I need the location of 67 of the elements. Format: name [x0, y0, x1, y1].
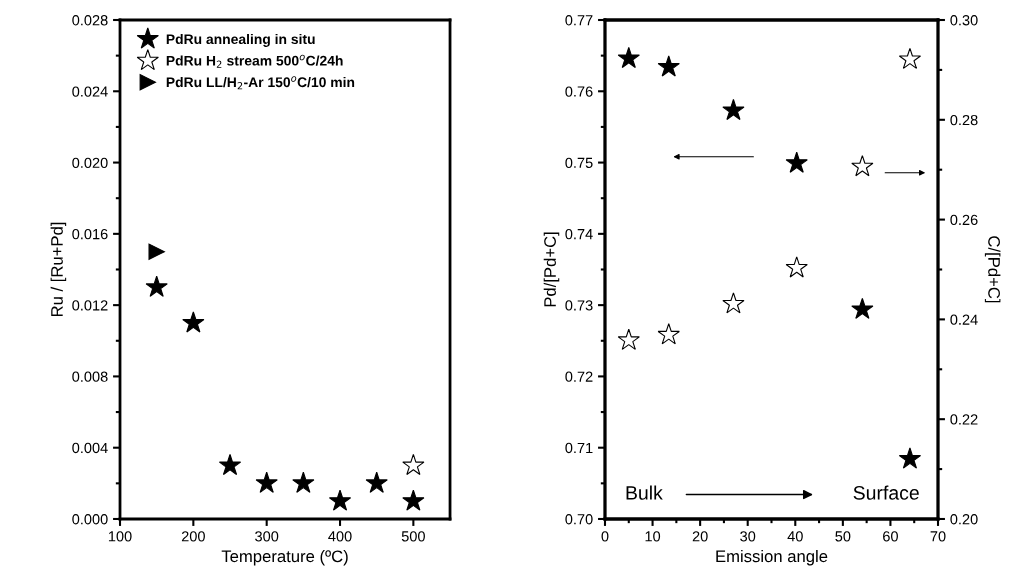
- x-tick-label: 200: [181, 531, 205, 542]
- x-tick-label: 30: [740, 531, 756, 542]
- point: [255, 471, 278, 493]
- point: [145, 275, 168, 297]
- point: [657, 323, 680, 345]
- point: [898, 47, 922, 69]
- x-tick-label: 500: [401, 531, 425, 542]
- point: [722, 98, 745, 121]
- legend-label: PdRu annealing in situ: [166, 33, 315, 47]
- y-tick-label: 0.028: [72, 15, 108, 26]
- x-tick-label: 300: [255, 531, 279, 542]
- y2-tick-label: 0.20: [950, 514, 978, 525]
- point: [218, 453, 242, 476]
- x-axis-title: Temperature (ºC): [221, 549, 348, 566]
- y-tick-label: 0.76: [565, 86, 593, 97]
- y2-tick-label: 0.28: [950, 114, 978, 126]
- y-tick-label: 0.74: [565, 228, 593, 240]
- y2-tick-label: 0.26: [950, 214, 978, 226]
- point: [148, 243, 165, 260]
- x-tick-label: 50: [835, 531, 851, 542]
- annotation: Bulk: [626, 485, 663, 500]
- point: [328, 489, 352, 511]
- point: [657, 55, 680, 77]
- point: [617, 328, 640, 350]
- point: [722, 292, 745, 314]
- point: [365, 471, 388, 493]
- y-tick-label: 0.024: [72, 86, 108, 97]
- point: [898, 447, 922, 469]
- x-tick-label: 0: [601, 531, 609, 542]
- legend-label: PdRu LL/H$_{2}$-Ar 150$^{o}$C/10 min: [166, 76, 355, 90]
- y-tick-label: 0.70: [565, 514, 593, 525]
- x-tick-label: 70: [930, 531, 946, 542]
- x-tick-label: 40: [787, 531, 803, 542]
- point: [402, 489, 425, 511]
- y-tick-label: 0.004: [72, 442, 108, 454]
- y-tick-label: 0.72: [565, 371, 593, 382]
- y2-tick-label: 0.22: [950, 414, 978, 425]
- y2-tick-label: 0.30: [950, 15, 978, 26]
- x-tick-label: 60: [883, 531, 898, 542]
- x-tick-label: 400: [328, 531, 352, 542]
- x-tick-label: 10: [645, 531, 661, 542]
- point: [851, 297, 874, 319]
- legend-label: PdRu H$_{2}$ stream 500$^{o}$C/24h: [166, 54, 343, 68]
- annotation: Surface: [853, 485, 919, 500]
- x-tick-label: 20: [692, 531, 708, 542]
- y-tick-label: 0.000: [72, 514, 108, 525]
- point: [851, 155, 874, 177]
- point: [617, 46, 640, 69]
- y2-axis-title: C/[Pd+C]: [984, 236, 1001, 303]
- y-tick-label: 0.71: [565, 442, 593, 454]
- y-tick-label: 0.75: [565, 157, 593, 168]
- y-tick-label: 0.008: [72, 371, 108, 382]
- y-tick-label: 0.012: [72, 300, 108, 311]
- point: [182, 311, 205, 333]
- y-tick-label: 0.73: [565, 300, 593, 311]
- y-axis-title: Ru / [Ru+Pd]: [50, 222, 67, 317]
- y-tick-label: 0.020: [72, 157, 108, 168]
- y-tick-label: 0.016: [72, 228, 108, 240]
- point: [785, 256, 808, 278]
- y-tick-label: 0.77: [565, 15, 593, 26]
- x-tick-label: 100: [108, 531, 132, 542]
- y2-tick-label: 0.24: [950, 314, 978, 325]
- point: [402, 453, 425, 476]
- point: [785, 151, 808, 173]
- x-axis-title: Emission angle: [716, 549, 828, 566]
- y-axis-title: Pd/[Pd+C]: [543, 232, 560, 307]
- point: [292, 471, 315, 493]
